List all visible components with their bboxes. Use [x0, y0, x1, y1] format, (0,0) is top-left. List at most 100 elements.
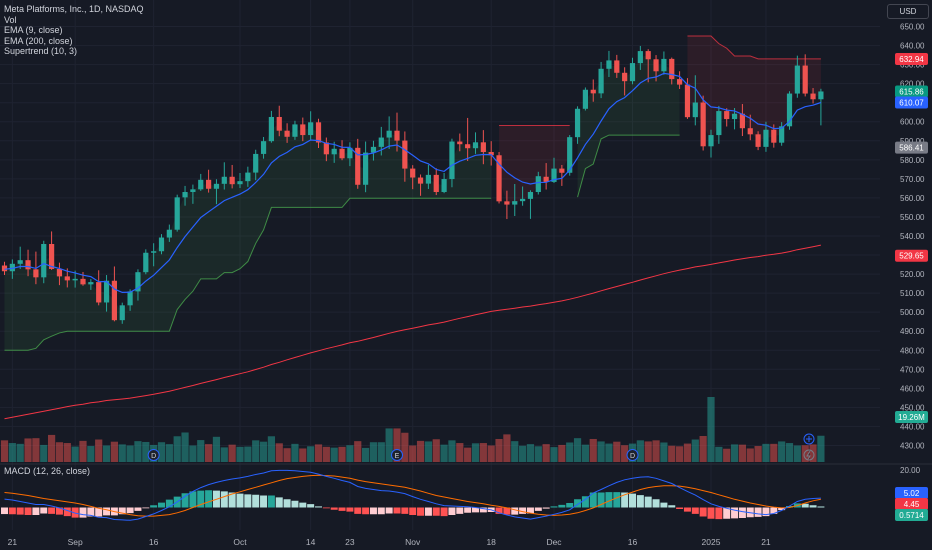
candle-body [190, 189, 196, 193]
volume-bar [401, 432, 409, 462]
macd-histogram-bar [260, 495, 268, 508]
indicator-ema200[interactable]: EMA (200, close) [4, 35, 73, 46]
time-axis[interactable]: 21 Sep 16 Oct 14 23 Nov 18 Dec 16 2025 21 [8, 537, 771, 547]
macd-histogram-bar [456, 507, 464, 514]
volume-bar [71, 446, 79, 462]
candle-body [103, 280, 110, 303]
macd-histogram-bar [809, 505, 817, 508]
macd-histogram-bar [432, 507, 440, 516]
volume-tag [895, 411, 928, 423]
macd-histogram-bar [723, 507, 731, 519]
volume-bar [707, 397, 715, 462]
volume-bar [24, 438, 32, 462]
candle-body [496, 155, 502, 202]
volume-bar [566, 442, 574, 462]
volume-tag-text: 19.26M [898, 413, 925, 422]
y-tick-label: 540.00 [900, 232, 925, 241]
volume-bar [409, 445, 417, 462]
volume-bar [0, 440, 9, 462]
volume-bar [165, 444, 173, 462]
candle-body [433, 174, 439, 193]
candle-body [88, 282, 94, 285]
macd-histogram-bar [338, 507, 346, 511]
volume-bar [197, 440, 205, 462]
candle-body [465, 144, 471, 149]
candle-body [622, 72, 628, 82]
volume-bar [605, 443, 613, 462]
lightning-bolt [806, 450, 811, 460]
ema200-line [4, 244, 821, 420]
volume-bar [118, 444, 126, 462]
macd-histogram-bar [629, 493, 636, 508]
candle-body [629, 63, 636, 82]
macd-histogram-bar [519, 507, 527, 514]
macd-histogram-bar [189, 491, 197, 508]
candle-body [449, 141, 455, 180]
candle-body [394, 130, 400, 141]
macd-histogram-bar [715, 507, 723, 520]
macd-histogram-bar [652, 499, 660, 508]
macd-histogram-bar [495, 507, 503, 514]
candle-body [355, 147, 361, 185]
macd-histogram-bar [707, 507, 715, 519]
macd-histogram-bar [636, 495, 644, 508]
macd-histogram-bar [605, 492, 613, 508]
macd-histogram-bar [165, 499, 173, 508]
volume-bar [448, 440, 456, 462]
indicator-ema9[interactable]: EMA (9, close) [4, 25, 63, 35]
volume-bar [424, 441, 432, 462]
macd-histogram-bar [778, 507, 786, 511]
candle-body [25, 260, 31, 270]
candle-body [504, 201, 510, 205]
candle-body [182, 192, 188, 198]
indicator-supertrend[interactable]: Supertrend (10, 3) [4, 46, 78, 56]
candle-body [574, 108, 581, 138]
currency-button[interactable]: USD [887, 4, 929, 19]
volume-bar [754, 446, 762, 462]
macd-histogram-bar [275, 497, 283, 508]
candle-body [692, 102, 698, 118]
candlesticks[interactable] [1, 45, 824, 324]
candle-body [590, 89, 596, 94]
macd-histogram-bar [770, 507, 778, 514]
x-tick-label: 2025 [702, 537, 721, 547]
candle-body [300, 124, 306, 136]
volume-bar [63, 443, 71, 462]
y-tick-label: 580.00 [900, 156, 925, 165]
macd-histogram-bar [205, 490, 213, 508]
volume-bar [252, 440, 260, 462]
candle-body [237, 181, 243, 185]
candle-body [747, 128, 753, 135]
candle-body [33, 269, 39, 278]
macd-histogram-bar [581, 496, 589, 508]
macd-tag [895, 509, 928, 521]
event-marker-label: D [630, 453, 635, 460]
candle-body [49, 243, 55, 269]
price-tag [895, 53, 928, 66]
symbol-title[interactable]: Meta Platforms, Inc., 1D, NASDAQ [4, 4, 144, 14]
candle-body [260, 141, 267, 154]
macd-histogram-bar [40, 507, 48, 514]
candle-body [645, 51, 651, 60]
macd-histogram-bar [377, 507, 385, 515]
candle-body [158, 237, 165, 252]
macd-histogram-bar [71, 507, 79, 518]
candle-body [779, 126, 785, 143]
volume-bar [55, 442, 64, 462]
candle-body [17, 260, 23, 264]
macd-histogram-bar [346, 507, 354, 512]
macd-histogram-bar [472, 507, 479, 513]
volume-bar [534, 446, 542, 462]
candle-body [1, 265, 8, 272]
volume-bar [699, 436, 707, 462]
volume-bar [621, 445, 629, 462]
candle-body [80, 278, 86, 285]
indicator-vol[interactable]: Vol [4, 14, 17, 25]
indicator-macd[interactable]: MACD (12, 26, close) [4, 466, 91, 476]
macd-histogram-bar [817, 506, 825, 508]
volume-bar [40, 444, 48, 462]
macd-histogram-bar [1, 507, 8, 515]
macd-histogram-bar [181, 493, 189, 508]
